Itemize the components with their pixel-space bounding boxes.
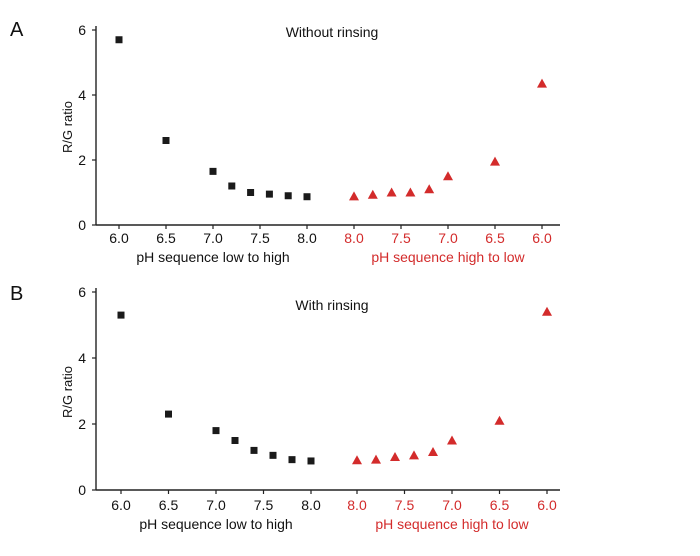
y-tick-label: 6 <box>78 22 86 38</box>
data-point-triangle <box>367 189 378 199</box>
x-tick-label-high: 7.0 <box>442 497 462 513</box>
data-point-triangle <box>424 184 435 194</box>
x-tick-label-high: 7.0 <box>438 230 458 246</box>
data-point-triangle <box>447 435 457 445</box>
x-tick-label-high: 6.0 <box>537 497 557 513</box>
x-tick-label-low: 8.0 <box>301 497 321 513</box>
chart-title: With rinsing <box>295 297 368 313</box>
x-tick-label-high: 8.0 <box>347 497 367 513</box>
data-point-square <box>231 437 239 444</box>
data-point-triangle <box>490 156 500 166</box>
data-point-square <box>250 446 258 454</box>
y-tick-label: 2 <box>78 152 86 168</box>
y-tick-label: 0 <box>78 482 86 498</box>
data-point-square <box>115 36 123 44</box>
data-point-triangle <box>443 171 453 181</box>
data-point-square <box>303 193 311 201</box>
x-tick-label-high: 7.5 <box>391 230 411 246</box>
data-point-square <box>162 137 170 144</box>
panel-label: B <box>10 283 23 305</box>
chart-title: Without rinsing <box>286 24 379 40</box>
x-tick-label-high: 7.5 <box>395 497 415 513</box>
data-point-triangle <box>409 450 419 460</box>
y-tick-label: 0 <box>78 217 86 233</box>
data-point-square <box>209 167 217 175</box>
data-point-square <box>212 427 220 435</box>
data-point-triangle <box>494 415 505 425</box>
x-tick-label-low: 7.0 <box>203 230 223 246</box>
x-tick-label-high: 6.0 <box>532 230 552 246</box>
x-tick-label-low: 7.0 <box>206 497 226 513</box>
y-tick-label: 4 <box>78 350 86 366</box>
data-point-triangle <box>428 447 438 457</box>
data-point-square <box>269 451 277 459</box>
data-point-triangle <box>349 191 359 201</box>
data-point-square <box>228 182 236 190</box>
x-tick-label-low: 7.5 <box>254 497 274 513</box>
data-point-square <box>288 456 296 464</box>
y-tick-label: 4 <box>78 87 86 103</box>
x-tick-label-high: 8.0 <box>344 230 364 246</box>
data-point-triangle <box>537 78 547 88</box>
data-point-square <box>265 190 273 198</box>
data-point-triangle <box>542 306 552 316</box>
x-tick-label-low: 8.0 <box>297 230 317 246</box>
data-point-square <box>117 311 125 319</box>
x-tick-label-low: 6.5 <box>159 497 179 513</box>
data-point-triangle <box>390 452 400 461</box>
x-tick-label-low: 7.5 <box>250 230 270 246</box>
data-point-triangle <box>371 454 381 464</box>
data-point-square <box>284 192 292 200</box>
x-axis-label-high: pH sequence high to low <box>371 249 525 265</box>
panel-label: A <box>10 19 24 41</box>
data-point-triangle <box>352 455 362 465</box>
x-tick-label-low: 6.5 <box>156 230 176 246</box>
data-point-square <box>247 189 255 196</box>
x-tick-label-low: 6.0 <box>111 497 131 513</box>
data-point-square <box>307 457 315 465</box>
x-tick-label-high: 6.5 <box>485 230 505 246</box>
x-axis-label-low: pH sequence low to high <box>136 249 289 265</box>
x-axis-label-low: pH sequence low to high <box>139 516 292 532</box>
x-tick-label-high: 6.5 <box>490 497 510 513</box>
y-tick-label: 2 <box>78 416 86 432</box>
y-tick-label: 6 <box>78 284 86 300</box>
x-tick-label-low: 6.0 <box>109 230 129 246</box>
data-point-triangle <box>405 187 416 197</box>
y-axis-label: R/G ratio <box>60 101 75 153</box>
data-point-square <box>165 410 172 418</box>
y-axis-label: R/G ratio <box>60 366 75 418</box>
data-point-triangle <box>386 187 397 197</box>
x-axis-label-high: pH sequence high to low <box>375 516 529 532</box>
